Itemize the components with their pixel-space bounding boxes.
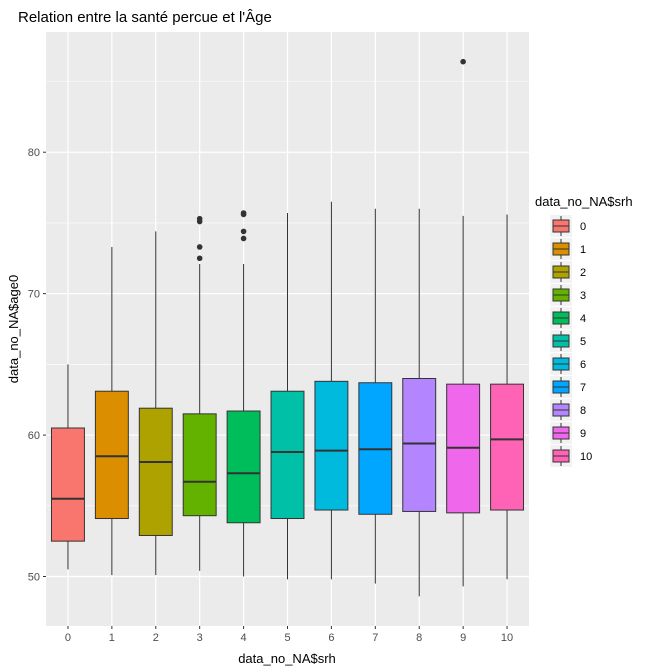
legend-label: 9	[580, 428, 586, 440]
chart-title: Relation entre la santé percue et l'Âge	[18, 9, 272, 26]
box-category-6	[314, 201, 349, 580]
legend-label: 1	[580, 244, 586, 256]
box-category-8	[402, 208, 437, 597]
box-category-1	[94, 246, 129, 576]
box-category-4	[226, 210, 261, 577]
y-tick-label: 70	[28, 289, 40, 301]
y-tick-label: 50	[28, 572, 40, 584]
legend-item-3: 3	[550, 284, 586, 306]
outlier-point	[196, 215, 203, 222]
y-axis-title: data_no_NA$age0	[6, 275, 21, 383]
box-iqr	[138, 407, 173, 536]
outlier-point	[196, 255, 203, 262]
box-category-5	[270, 213, 305, 580]
legend-item-5: 5	[550, 330, 586, 352]
box-category-7	[358, 208, 393, 584]
outlier-point	[460, 58, 466, 65]
legend-label: 2	[580, 267, 586, 279]
x-tick-label: 8	[416, 632, 422, 644]
legend-label: 8	[580, 405, 586, 417]
x-tick-label: 6	[328, 632, 334, 644]
legend-item-2: 2	[550, 261, 586, 283]
box-iqr	[402, 378, 437, 512]
x-tick-label: 9	[460, 632, 466, 644]
boxes-layer	[50, 58, 525, 597]
legend-item-0: 0	[550, 215, 586, 237]
x-tick-label: 2	[153, 632, 159, 644]
box-iqr	[50, 427, 85, 542]
box-iqr	[94, 390, 129, 520]
legend-item-4: 4	[550, 307, 586, 329]
box-iqr	[314, 380, 349, 511]
x-axis-title: data_no_NA$srh	[238, 651, 336, 666]
outlier-point	[240, 228, 247, 235]
x-tick-label: 7	[372, 632, 378, 644]
legend-label: 0	[580, 221, 586, 233]
box-category-10	[490, 214, 525, 580]
x-tick-label: 4	[241, 632, 247, 644]
legend-label: 5	[580, 336, 586, 348]
box-category-0	[50, 364, 85, 570]
legend-label: 6	[580, 359, 586, 371]
box-category-9	[446, 58, 481, 587]
x-tick-label: 0	[65, 632, 71, 644]
x-tick-label: 10	[501, 632, 513, 644]
legend-item-8: 8	[550, 399, 586, 421]
legend-item-7: 7	[550, 376, 586, 398]
legend-title: data_no_NA$srh	[535, 194, 633, 209]
box-iqr	[182, 413, 217, 517]
x-tick-label: 3	[197, 632, 203, 644]
x-axis: 0 1 2 3 4 5 6 7 8 9 10	[65, 626, 513, 644]
box-category-3	[182, 215, 217, 571]
legend-label: 3	[580, 290, 586, 302]
box-iqr	[490, 383, 525, 511]
outlier-point	[240, 235, 247, 242]
box-category-2	[138, 231, 173, 576]
legend-item-1: 1	[550, 238, 586, 260]
legend-label: 7	[580, 382, 586, 394]
legend-item-9: 9	[550, 422, 586, 444]
legend-items: 0 1 2 3 4 5 6 7 8 9 10	[550, 215, 592, 467]
legend-item-10: 10	[550, 445, 592, 467]
x-tick-label: 5	[284, 632, 290, 644]
x-tick-label: 1	[109, 632, 115, 644]
box-iqr	[270, 390, 305, 520]
legend-label: 4	[580, 313, 586, 325]
y-tick-label: 60	[28, 430, 40, 442]
y-axis: 50 60 70 80	[28, 147, 46, 584]
box-iqr	[226, 410, 261, 524]
outlier-point	[196, 244, 203, 250]
legend: data_no_NA$srh 0 1 2 3 4 5 6 7 8 9 10	[535, 194, 633, 467]
legend-label: 10	[580, 451, 592, 463]
legend-item-6: 6	[550, 353, 586, 375]
outlier-point	[240, 210, 247, 216]
y-tick-label: 80	[28, 147, 40, 159]
